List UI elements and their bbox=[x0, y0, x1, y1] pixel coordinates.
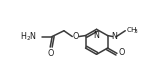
Text: N: N bbox=[112, 32, 117, 41]
Text: CH: CH bbox=[126, 27, 137, 33]
Text: N: N bbox=[94, 31, 100, 40]
Text: 3: 3 bbox=[134, 29, 137, 34]
Text: O: O bbox=[118, 48, 125, 57]
Text: H$_2$N: H$_2$N bbox=[20, 30, 37, 43]
Text: O: O bbox=[72, 32, 79, 41]
Text: O: O bbox=[48, 49, 54, 58]
